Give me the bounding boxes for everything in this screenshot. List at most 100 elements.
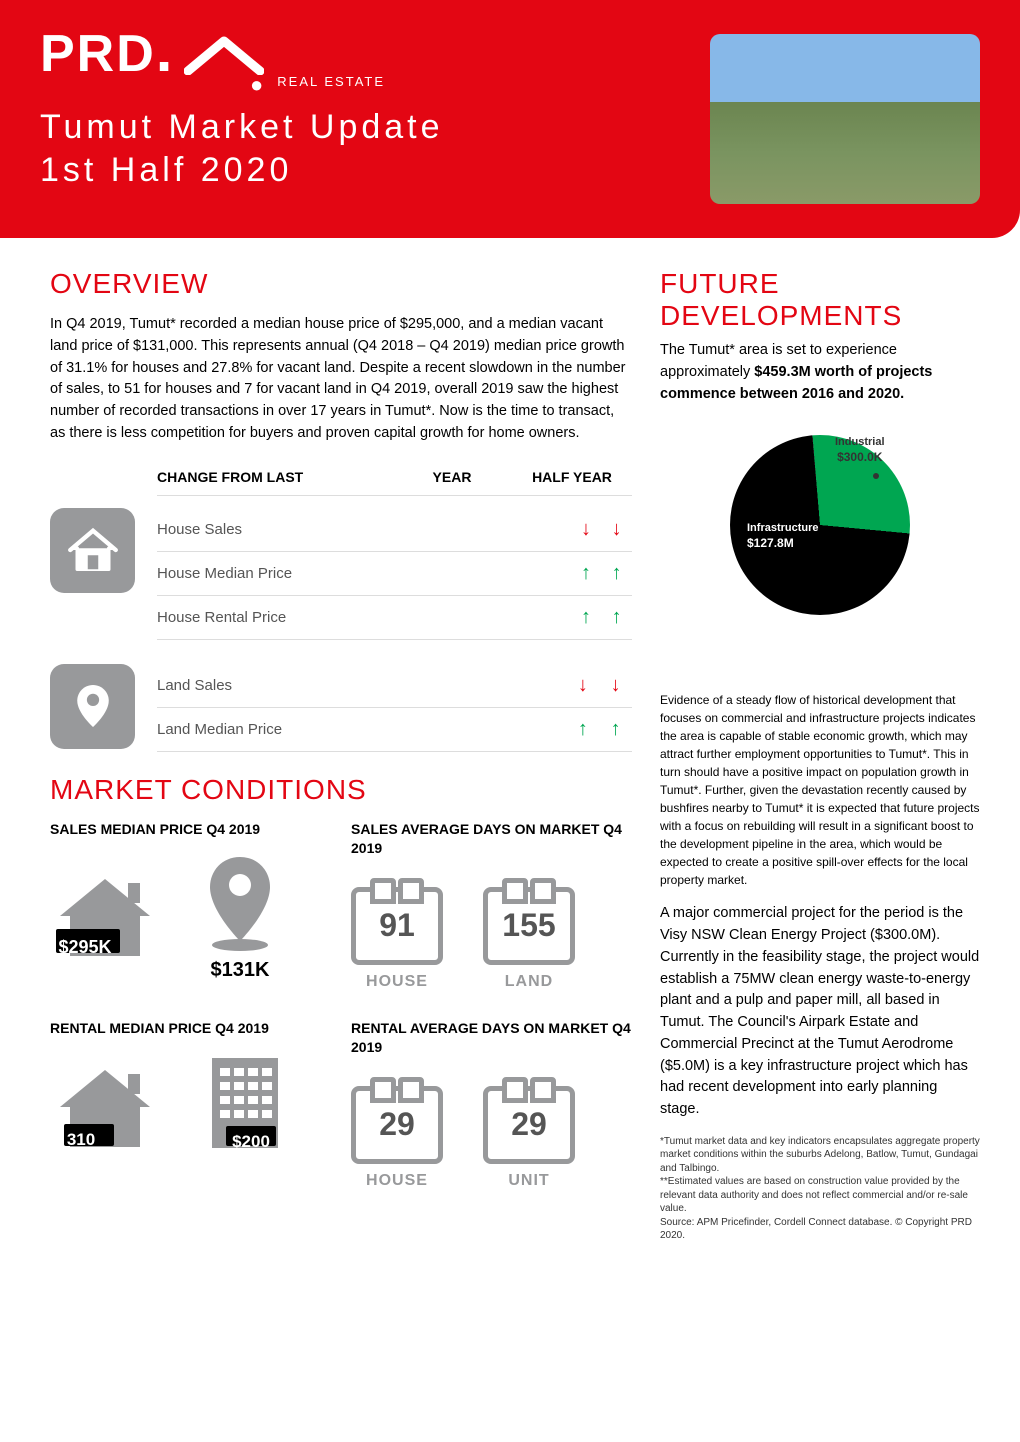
- rental-avg-days: RENTAL AVERAGE DAYS ON MARKET Q4 2019 29…: [351, 1019, 632, 1190]
- arrow-down-icon: ↓: [578, 674, 588, 696]
- main-column: OVERVIEW In Q4 2019, Tumut* recorded a m…: [50, 268, 632, 1243]
- indicator-year: ↑: [571, 551, 602, 595]
- arrow-up-icon: ↑: [612, 606, 622, 628]
- change-col-half: HALF YEAR: [512, 463, 632, 496]
- arrow-up-icon: ↑: [578, 718, 588, 740]
- arrow-up-icon: ↑: [581, 606, 591, 628]
- calendar-icon: 29: [351, 1086, 443, 1164]
- calendar-icon: 155: [483, 887, 575, 965]
- arrow-up-icon: ↑: [611, 718, 621, 740]
- dot-icon: ●: [250, 72, 263, 97]
- land-median-item: $131K: [200, 853, 280, 982]
- rental-days-unit-item: 29 UNIT: [483, 1072, 575, 1190]
- future-para1: Evidence of a steady flow of historical …: [660, 691, 980, 889]
- arrow-down-icon: ↓: [581, 518, 591, 540]
- days-house-item: 91 HOUSE: [351, 873, 443, 991]
- brand-name: PRD: [40, 28, 156, 80]
- days-land-value: 155: [502, 907, 555, 944]
- pie-label-commercial: Commercial$331.2M: [892, 575, 955, 605]
- header-banner: PRD. ● REAL ESTATE Tumut Market Update 1s…: [0, 0, 1020, 238]
- days-house-value: 91: [379, 907, 415, 944]
- row-label: House Median Price: [157, 551, 571, 595]
- table-row: House Median Price ↑ ↑: [157, 551, 632, 595]
- table-row: House Rental Price ↑ ↑: [157, 595, 632, 639]
- table-row: Land Sales ↓ ↓: [157, 664, 632, 708]
- market-conditions-grid: SALES MEDIAN PRICE Q4 2019 $295K: [50, 820, 632, 1190]
- arrow-up-icon: ↑: [612, 562, 622, 584]
- change-col-year: YEAR: [392, 463, 512, 496]
- future-para2: A major commercial project for the perio…: [660, 903, 980, 1121]
- indicator-half: ↑: [599, 707, 632, 751]
- sales-median-price: SALES MEDIAN PRICE Q4 2019 $295K: [50, 820, 331, 991]
- days-land-label: LAND: [483, 973, 575, 991]
- future-footnote: *Tumut market data and key indicators en…: [660, 1135, 980, 1243]
- row-label: House Rental Price: [157, 595, 571, 639]
- calendar-icon: 29: [483, 1086, 575, 1164]
- overview-heading: OVERVIEW: [50, 268, 632, 300]
- rental-days-house-label: HOUSE: [351, 1172, 443, 1190]
- change-header-table: CHANGE FROM LAST YEAR HALF YEAR: [157, 463, 632, 496]
- header-left: PRD. ● REAL ESTATE Tumut Market Update 1s…: [40, 28, 680, 190]
- map-pin-icon: [50, 664, 135, 749]
- table-row: Land Median Price ↑ ↑: [157, 707, 632, 751]
- change-table-land: Land Sales ↓ ↓ Land Median Price ↑ ↑: [157, 664, 632, 752]
- cell-title: RENTAL MEDIAN PRICE Q4 2019: [50, 1019, 331, 1039]
- indicator-year: ↑: [567, 707, 600, 751]
- days-house-label: HOUSE: [351, 973, 443, 991]
- land-median-value: $131K: [211, 959, 270, 982]
- page-subtitle: 1st Half 2020: [40, 151, 680, 190]
- house-median-value: $295K: [58, 937, 111, 957]
- change-group-house: CHANGE FROM LAST YEAR HALF YEAR: [50, 463, 632, 492]
- cell-title: RENTAL AVERAGE DAYS ON MARKET Q4 2019: [351, 1019, 632, 1058]
- arrow-down-icon: ↓: [611, 674, 621, 696]
- table-row: House Sales ↓ ↓: [157, 508, 632, 552]
- indicator-half: ↑: [601, 551, 632, 595]
- pie-label-industrial: Industrial$300.0K: [835, 435, 885, 465]
- overview-body: In Q4 2019, Tumut* recorded a median hou…: [50, 314, 632, 445]
- house-median-item: $295K: [50, 871, 160, 982]
- rental-days-unit-value: 29: [511, 1106, 547, 1143]
- side-column: FUTURE DEVELOPMENTS The Tumut* area is s…: [660, 268, 980, 1243]
- cell-title: SALES AVERAGE DAYS ON MARKET Q4 2019: [351, 820, 632, 859]
- change-table-house: House Sales ↓ ↓ House Median Price ↑ ↑ H…: [157, 508, 632, 640]
- map-pin-icon: [200, 853, 280, 953]
- brand-logo: PRD.: [40, 28, 680, 80]
- days-land-item: 155 LAND: [483, 873, 575, 991]
- arrow-up-icon: ↑: [581, 562, 591, 584]
- page-body: OVERVIEW In Q4 2019, Tumut* recorded a m…: [0, 238, 1020, 1273]
- calendar-icon: 91: [351, 887, 443, 965]
- hero-photo: [710, 34, 980, 204]
- sales-avg-days: SALES AVERAGE DAYS ON MARKET Q4 2019 91 …: [351, 820, 632, 991]
- row-label: Land Sales: [157, 664, 567, 708]
- cell-title: SALES MEDIAN PRICE Q4 2019: [50, 820, 331, 840]
- indicator-half: ↓: [601, 508, 632, 552]
- future-intro: The Tumut* area is set to experience app…: [660, 340, 980, 405]
- change-header-label: CHANGE FROM LAST: [157, 463, 392, 496]
- pie-label-infrastructure: Infrastructure$127.8M: [747, 521, 819, 551]
- rental-median-price: RENTAL MEDIAN PRICE Q4 2019 310: [50, 1019, 331, 1190]
- indicator-half: ↑: [601, 595, 632, 639]
- row-label: Land Median Price: [157, 707, 567, 751]
- rental-house-value: 310: [67, 1130, 95, 1149]
- market-conditions-heading: MARKET CONDITIONS: [50, 774, 632, 806]
- indicator-year: ↓: [571, 508, 602, 552]
- rental-unit-value: $200: [232, 1132, 270, 1151]
- rental-days-unit-label: UNIT: [483, 1172, 575, 1190]
- future-heading: FUTURE DEVELOPMENTS: [660, 268, 980, 332]
- indicator-half: ↓: [599, 664, 632, 708]
- house-icon: [50, 508, 135, 593]
- indicator-year: ↓: [567, 664, 600, 708]
- change-group-house: House Sales ↓ ↓ House Median Price ↑ ↑ H…: [50, 508, 632, 640]
- rental-days-house-item: 29 HOUSE: [351, 1072, 443, 1190]
- change-group-land: Land Sales ↓ ↓ Land Median Price ↑ ↑: [50, 664, 632, 752]
- rental-unit-item: $200: [200, 1052, 290, 1172]
- brand-tagline: REAL ESTATE: [277, 74, 385, 89]
- brand-tagline-row: ● REAL ESTATE: [250, 74, 680, 100]
- page-title: Tumut Market Update: [40, 108, 680, 147]
- arrow-down-icon: ↓: [612, 518, 622, 540]
- rental-days-house-value: 29: [379, 1106, 415, 1143]
- row-label: House Sales: [157, 508, 571, 552]
- indicator-year: ↑: [571, 595, 602, 639]
- rental-house-item: 310: [50, 1062, 160, 1172]
- pie-chart: Industrial$300.0K Infrastructure$127.8M …: [685, 435, 955, 675]
